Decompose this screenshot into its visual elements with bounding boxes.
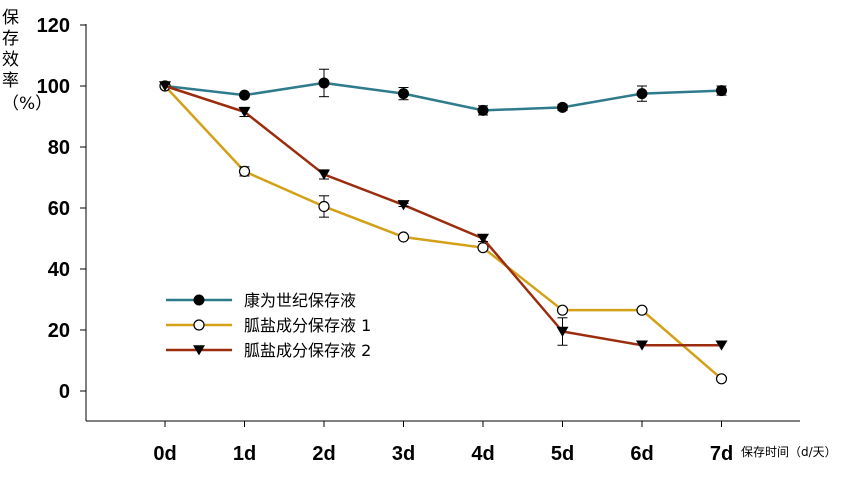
x-tick-label: 2d xyxy=(312,443,335,465)
y-tick-label: 120 xyxy=(37,15,70,37)
series-2 xyxy=(159,80,728,385)
chart-series xyxy=(159,68,728,385)
data-point xyxy=(636,340,648,351)
series-3 xyxy=(159,81,728,351)
y-tick-labels: 0 20 40 60 80 100 120 xyxy=(37,15,70,403)
data-point xyxy=(636,88,648,100)
data-point xyxy=(477,233,489,244)
data-point xyxy=(477,104,489,116)
data-point xyxy=(397,231,410,243)
x-tick-label: 0d xyxy=(153,443,176,465)
series-line xyxy=(164,81,722,112)
x-tick-label: 4d xyxy=(471,443,494,465)
data-point xyxy=(238,165,251,177)
data-point xyxy=(159,81,171,92)
series-line xyxy=(164,84,722,347)
x-axis-label: 保存时间（d/天） xyxy=(741,445,837,459)
y-axis-title: 保存效率 xyxy=(2,8,19,91)
data-point xyxy=(398,88,409,100)
data-point xyxy=(318,200,330,213)
data-point xyxy=(716,85,727,97)
x-tick-label: 3d xyxy=(392,443,415,465)
legend-entry-1: 康为世纪保存液 xyxy=(166,291,356,310)
data-point xyxy=(636,304,648,316)
y-tick-label: 60 xyxy=(48,198,70,220)
series-line xyxy=(164,85,723,380)
y-axis-label: 保存效率 （%） xyxy=(2,8,53,115)
data-point xyxy=(397,200,410,211)
legend-marker xyxy=(193,294,205,306)
legend-marker xyxy=(193,345,205,356)
data-point xyxy=(318,169,330,180)
data-point xyxy=(318,77,330,89)
x-tick-label: 7d xyxy=(710,443,733,465)
legend-marker xyxy=(193,319,205,331)
data-point xyxy=(239,89,250,101)
y-tick-label: 20 xyxy=(48,320,70,342)
chart-axes xyxy=(80,24,800,427)
legend-label: 胍盐成分保存液 2 xyxy=(244,341,371,360)
y-axis-unit: （%） xyxy=(2,94,53,114)
x-tick-label: 5d xyxy=(551,443,574,465)
legend-label: 康为世纪保存液 xyxy=(244,291,356,310)
data-point xyxy=(556,326,569,337)
data-point xyxy=(557,101,568,113)
x-tick-labels: 0d 1d 2d 3d 4d 5d 6d 7d xyxy=(153,443,733,465)
data-point xyxy=(238,107,251,118)
y-tick-label: 80 xyxy=(48,137,70,159)
y-tick-label: 100 xyxy=(37,76,70,98)
data-point xyxy=(715,340,728,351)
x-tick-label: 1d xyxy=(233,443,256,465)
data-point xyxy=(556,304,569,316)
data-point xyxy=(715,373,728,385)
y-tick-label: 40 xyxy=(48,259,70,281)
legend-label: 胍盐成分保存液 1 xyxy=(244,316,371,335)
legend-entry-2: 胍盐成分保存液 1 xyxy=(166,316,371,335)
y-tick-label: 0 xyxy=(59,381,70,403)
x-tick-label: 6d xyxy=(630,443,653,465)
legend-entry-3: 胍盐成分保存液 2 xyxy=(166,341,371,360)
